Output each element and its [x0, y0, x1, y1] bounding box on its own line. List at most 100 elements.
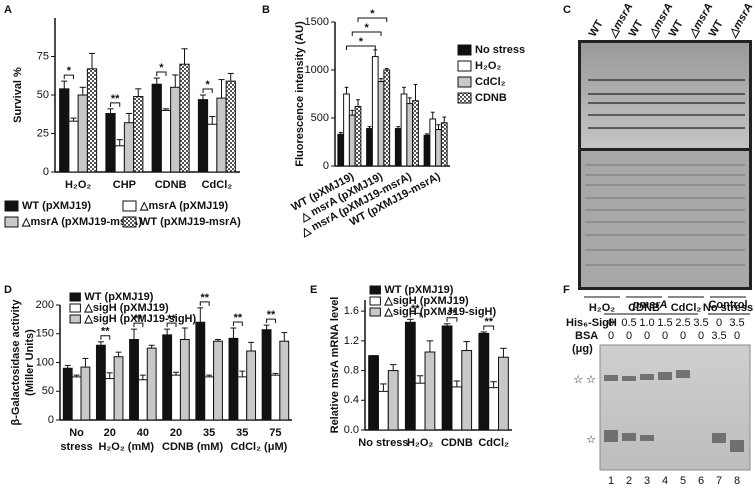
row-value: 0 [626, 330, 632, 342]
bar [197, 99, 209, 173]
x-tick-label: 20 [170, 427, 182, 439]
bar [412, 100, 419, 167]
significance-bracket [266, 318, 276, 324]
significance-label: ** [484, 316, 493, 328]
y-tick-label: 75 [37, 50, 49, 62]
error-bar [131, 328, 137, 340]
significance-label: ** [267, 309, 276, 321]
significance-bracket [133, 322, 144, 328]
error-bar [407, 318, 414, 323]
panel-label: D [4, 284, 12, 296]
error-bar [79, 86, 86, 95]
row-value: 0 [608, 330, 614, 342]
bar [237, 376, 248, 421]
y-tick-label: 200 [36, 299, 54, 311]
bar [406, 103, 414, 167]
bar [207, 123, 218, 173]
error-bar [272, 372, 279, 376]
error-bar [153, 77, 160, 85]
bar [440, 122, 448, 167]
significance-bracket [409, 312, 421, 318]
error-bar [380, 383, 387, 392]
bar [429, 118, 437, 167]
bar [366, 128, 373, 167]
error-bar [115, 351, 122, 357]
bar [337, 133, 345, 167]
row-value: 0.5 [621, 317, 636, 329]
significance-label: * [205, 79, 210, 91]
bar [498, 356, 509, 431]
error-bar [107, 108, 114, 114]
legend-label: WT (pXMJ19) [84, 291, 153, 303]
bar [104, 378, 115, 421]
bar [151, 83, 162, 173]
legend-label: CdCl₂ [475, 76, 506, 88]
bar [368, 355, 379, 431]
bar [377, 81, 385, 167]
panel-label: E [310, 284, 317, 296]
bar [414, 382, 426, 431]
panel-label: A [4, 4, 12, 16]
marker: ☆ ☆ [573, 374, 596, 386]
error-bar [430, 111, 435, 119]
bar [354, 105, 362, 167]
y-axis-label: Fluorescence intensity (AU) [294, 21, 306, 167]
error-bar [227, 72, 234, 82]
error-bar [106, 372, 113, 379]
row-value: 3.5 [693, 317, 708, 329]
y-tick-label: 0.8 [344, 364, 359, 376]
legend-label: No stress [475, 44, 525, 56]
error-bar [73, 374, 80, 377]
significance-bracket [100, 335, 111, 340]
row-value: 1.0 [639, 317, 654, 329]
y-tick-label: 50 [42, 385, 54, 397]
panel-label: F [563, 284, 570, 296]
group-label: No stress [703, 302, 753, 314]
error-bar [135, 88, 142, 97]
legend-swatch [69, 314, 81, 324]
row-label: (μg) [572, 343, 593, 355]
y-tick-label: 50 [37, 89, 49, 101]
bar [113, 356, 124, 421]
lane-label: WT [587, 18, 606, 39]
error-bar [70, 117, 77, 122]
row-value: 1.5 [657, 317, 672, 329]
x-tick-label: 35 [236, 427, 248, 439]
lane-number: 7 [716, 475, 722, 487]
error-bar [407, 97, 412, 104]
bar [68, 120, 79, 173]
error-bar [181, 48, 188, 65]
bar [246, 350, 257, 421]
error-bar [162, 108, 170, 111]
bar [204, 376, 215, 421]
error-bar [218, 79, 225, 99]
y-tick-label: 0 [323, 160, 329, 172]
bar [62, 367, 73, 421]
significance-bracket [199, 301, 210, 306]
y-axis-label: (Miller Units) [24, 329, 36, 396]
significance-bracket [202, 88, 213, 93]
bar [261, 329, 272, 421]
lane-number: 2 [626, 475, 632, 487]
bar [77, 94, 88, 173]
bar [424, 351, 436, 431]
legend-swatch [457, 76, 472, 88]
error-bar [425, 133, 429, 136]
x-tick-label: CDNB [441, 437, 473, 449]
group-label: CdCl₂ [671, 302, 702, 314]
gel-f [599, 344, 751, 471]
x-tick-label: 20 [104, 427, 116, 439]
error-bar [384, 68, 389, 70]
bar [451, 386, 463, 431]
error-bar [139, 374, 146, 380]
legend-label: △sigH (pXMJ19-sigH) [83, 313, 196, 325]
row-value: 0 [734, 330, 740, 342]
lane-label: WT [627, 18, 646, 39]
bar [423, 134, 431, 167]
x-tick-label: No stress [358, 437, 408, 449]
significance-label: ** [134, 313, 143, 325]
bar [86, 68, 98, 173]
x-tick-label: H₂O₂ [407, 437, 433, 449]
significance-bracket [357, 17, 388, 22]
lane-number: 6 [698, 475, 704, 487]
